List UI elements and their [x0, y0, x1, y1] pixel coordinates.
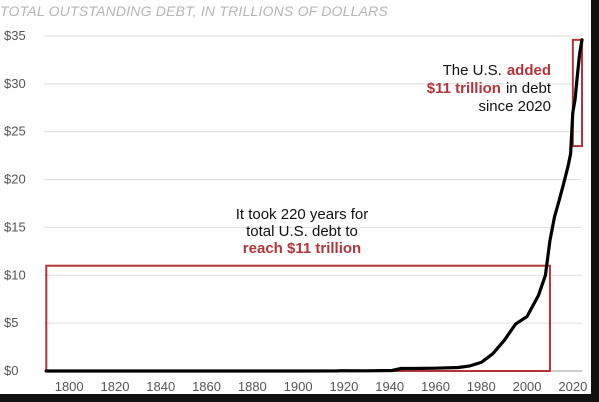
y-axis-ticks: $0 $5 $10 $15 $20 $25 $30 $35: [4, 28, 26, 378]
annotation-box-left: [45, 264, 551, 373]
x-tick-label-1: 1820: [101, 379, 130, 394]
x-tick-label-5: 1900: [284, 379, 313, 394]
annotation-box-right: [571, 38, 583, 148]
x-tick-label-2: 1840: [146, 379, 175, 394]
y-tick-label-4: $20: [4, 172, 26, 187]
y-tick-label-2: $10: [4, 267, 26, 282]
annotation-right-line2-suffix: in debt: [506, 80, 552, 97]
y-tick-label-3: $15: [4, 219, 26, 234]
annotation-right: The U.S. added $11 trillion in debt since …: [427, 62, 552, 115]
y-tick-label-1: $5: [4, 315, 18, 330]
annotation-left-line1: It took 220 years for: [236, 206, 369, 223]
annotation-left: It took 220 years for total U.S. debt to…: [236, 206, 369, 257]
annotation-left-line3: reach $11 trillion: [243, 240, 361, 257]
annotation-right-line2: $11 trillion in debt: [427, 80, 552, 97]
debt-line-chart: $0$5$10$15$20$25$30$35 1800 1820 1840 1860 1…: [4, 28, 588, 394]
chart-title: TOTAL OUTSTANDING DEBT, IN TRILLIONS OF …: [0, 3, 389, 19]
y-tick-label-6: $30: [4, 76, 26, 91]
x-tick-label-0: 1800: [55, 379, 84, 394]
x-tick-label-11: 2020: [558, 379, 587, 394]
x-tick-label-9: 1980: [467, 379, 496, 394]
y-tick-label-0: $0: [4, 363, 18, 378]
x-tick-label-8: 1960: [421, 379, 450, 394]
y-tick-label-7: $35: [4, 28, 26, 43]
x-tick-label-7: 1940: [375, 379, 404, 394]
annotation-right-line1-emphasis: added: [507, 62, 551, 79]
x-tick-label-10: 2000: [513, 379, 542, 394]
x-tick-label-6: 1920: [329, 379, 358, 394]
annotation-right-line3: since 2020: [478, 98, 551, 115]
annotation-right-line1-prefix: The U.S.: [443, 62, 502, 79]
annotation-left-line2: total U.S. debt to: [246, 223, 358, 240]
x-axis-ticks: 1800 1820 1840 1860 1880 1900 1920 1940 1960 1980…: [55, 379, 588, 394]
y-tick-label-5: $25: [4, 124, 26, 139]
x-tick-label-3: 1860: [192, 379, 221, 394]
series-line-debt: [44, 38, 584, 373]
x-tick-label-4: 1880: [238, 379, 267, 394]
annotation-right-line2-emphasis: $11 trillion: [427, 80, 501, 97]
annotation-right-line1: The U.S. added: [443, 62, 551, 79]
grid-lines: [44, 35, 582, 372]
